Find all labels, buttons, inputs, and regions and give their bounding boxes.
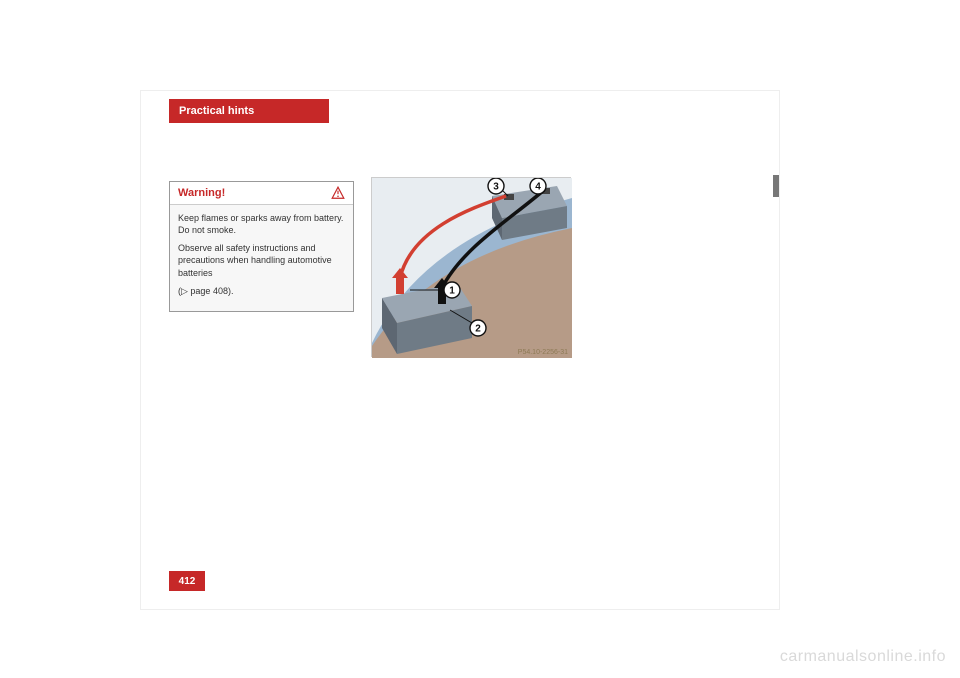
section-tab-label: Practical hints bbox=[179, 105, 254, 117]
page-number: 412 bbox=[179, 576, 196, 587]
warning-box: Warning! Keep flames or sparks away from… bbox=[169, 181, 354, 312]
warning-paragraph-2: Observe all safety instructions and prec… bbox=[178, 242, 345, 278]
callout-2: 2 bbox=[475, 324, 481, 335]
callout-4: 4 bbox=[535, 182, 541, 193]
warning-triangle-icon bbox=[331, 186, 345, 200]
callout-1: 1 bbox=[449, 286, 455, 297]
manual-page: Practical hints Warning! Keep flames or … bbox=[140, 90, 780, 610]
callout-3: 3 bbox=[493, 182, 499, 193]
diagram-svg: 1 2 3 4 P54.10-2256-31 bbox=[372, 178, 572, 358]
warning-header: Warning! bbox=[170, 182, 353, 205]
watermark: carmanualsonline.info bbox=[780, 648, 946, 666]
jump-start-diagram: 1 2 3 4 P54.10-2256-31 bbox=[371, 177, 571, 357]
edge-thumb-tab bbox=[773, 175, 779, 197]
warning-page-ref: (▷ page 408). bbox=[178, 285, 345, 297]
image-code: P54.10-2256-31 bbox=[518, 349, 568, 356]
warning-paragraph-1: Keep flames or sparks away from battery.… bbox=[178, 212, 345, 236]
warning-body: Keep flames or sparks away from battery.… bbox=[170, 205, 353, 311]
warning-title: Warning! bbox=[178, 187, 225, 199]
section-tab: Practical hints bbox=[169, 99, 329, 123]
page-number-badge: 412 bbox=[169, 571, 205, 591]
